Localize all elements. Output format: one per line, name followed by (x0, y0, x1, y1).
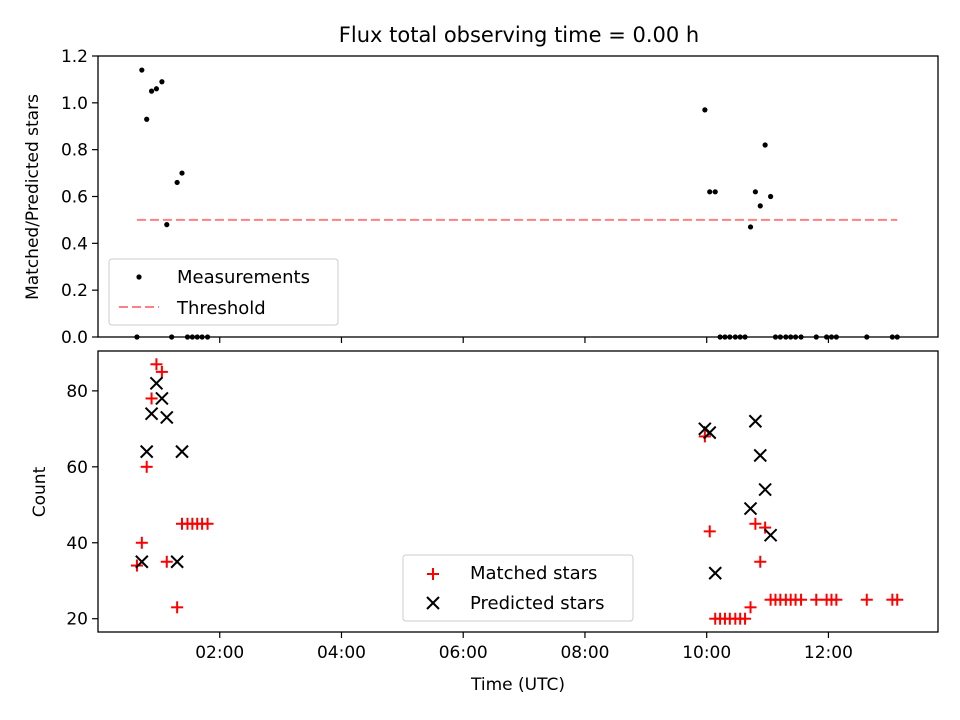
predicted-stars-point (146, 408, 158, 420)
x-tick-label: 12:00 (804, 643, 853, 663)
y-tick-label: 0.2 (61, 281, 88, 301)
legend-measurements-marker (136, 274, 141, 279)
predicted-stars-point (759, 484, 771, 496)
matched-stars-point (202, 518, 214, 530)
predicted-stars-point (171, 556, 183, 568)
measurement-point (149, 89, 154, 94)
predicted-stars-point (754, 449, 766, 461)
top-axes: Flux total observing time = 0.00 h 0.00.… (23, 23, 938, 348)
matched-stars-point (861, 594, 873, 606)
y-tick-label: 40 (66, 534, 88, 554)
measurement-point (139, 67, 144, 72)
predicted-stars-point (745, 503, 757, 515)
matched-stars-point (161, 556, 173, 568)
y-tick-label: 0.8 (61, 141, 88, 161)
matched-stars-point (704, 525, 716, 537)
matched-stars-point (810, 594, 822, 606)
matched-stars-point (141, 461, 153, 473)
matched-stars-point (745, 601, 757, 613)
x-tick-label: 06:00 (439, 643, 488, 663)
predicted-stars-point (176, 446, 188, 458)
measurement-point (758, 203, 763, 208)
measurement-point (144, 117, 149, 122)
predicted-stars-point (150, 377, 162, 389)
legend-threshold-label: Threshold (176, 298, 266, 319)
predicted-stars-point (709, 567, 721, 579)
x-axis-label: Time (UTC) (470, 675, 565, 695)
y-tick-label: 80 (66, 382, 88, 402)
measurement-point (707, 189, 712, 194)
measurement-point (154, 86, 159, 91)
bottom-x-ticks: 02:00 04:00 06:00 08:00 10:00 12:00 (195, 632, 853, 663)
y-tick-label: 60 (66, 458, 88, 478)
matched-stars-point (171, 601, 183, 613)
measurement-point (164, 222, 169, 227)
y-tick-label: 1.0 (61, 94, 88, 114)
measurement-point (179, 170, 184, 175)
bottom-legend: Matched stars Predicted stars (403, 555, 633, 621)
legend-matched-label: Matched stars (470, 563, 597, 584)
matched-stars-point (795, 594, 807, 606)
x-tick-label: 04:00 (317, 643, 366, 663)
legend-predicted-label: Predicted stars (470, 593, 604, 614)
top-y-ticks: 0.0 0.2 0.4 0.6 0.8 1.0 1.2 (61, 47, 98, 348)
y-tick-label: 0.0 (61, 328, 88, 348)
y-tick-label: 20 (66, 610, 88, 630)
y-tick-label: 1.2 (61, 47, 88, 67)
predicted-stars-point (156, 392, 168, 404)
measurement-point (159, 79, 164, 84)
legend-measurements-label: Measurements (177, 267, 310, 288)
x-tick-label: 08:00 (560, 643, 609, 663)
measurement-point (748, 224, 753, 229)
matched-stars-point (150, 358, 162, 370)
y-tick-label: 0.4 (61, 234, 88, 254)
predicted-stars-point (765, 529, 777, 541)
x-tick-label: 10:00 (682, 643, 731, 663)
measurement-point (175, 180, 180, 185)
matched-stars-point (146, 392, 158, 404)
measurement-point (702, 107, 707, 112)
top-y-axis-label: Matched/Predicted stars (23, 94, 43, 300)
bottom-y-axis-label: Count (30, 466, 50, 517)
predicted-stars-point (141, 446, 153, 458)
predicted-stars-point (161, 411, 173, 423)
predicted-stars-point (749, 415, 761, 427)
measurement-point (713, 189, 718, 194)
bottom-y-ticks: 20 40 60 80 (66, 382, 98, 630)
measurement-point (753, 189, 758, 194)
y-tick-label: 0.6 (61, 188, 88, 208)
matched-stars-point (156, 366, 168, 378)
measurement-point (763, 142, 768, 147)
measurement-point (768, 194, 773, 199)
figure: Flux total observing time = 0.00 h 0.00.… (0, 0, 960, 720)
matched-stars-point (754, 556, 766, 568)
top-legend: Measurements Threshold (109, 259, 338, 325)
matched-stars-point (136, 537, 148, 549)
chart-title: Flux total observing time = 0.00 h (339, 23, 699, 47)
x-tick-label: 02:00 (195, 643, 244, 663)
